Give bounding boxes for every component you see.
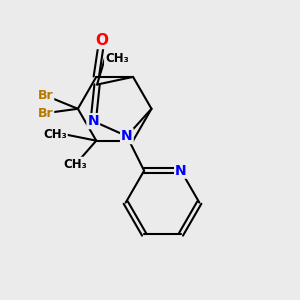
Text: CH₃: CH₃	[43, 128, 67, 141]
Text: CH₃: CH₃	[64, 158, 88, 171]
Text: O: O	[95, 33, 108, 48]
Text: Br: Br	[38, 107, 53, 120]
Text: N: N	[121, 129, 133, 143]
Text: CH₃: CH₃	[105, 52, 129, 64]
Text: Br: Br	[38, 89, 53, 102]
Text: N: N	[175, 164, 187, 178]
Text: N: N	[87, 114, 99, 128]
